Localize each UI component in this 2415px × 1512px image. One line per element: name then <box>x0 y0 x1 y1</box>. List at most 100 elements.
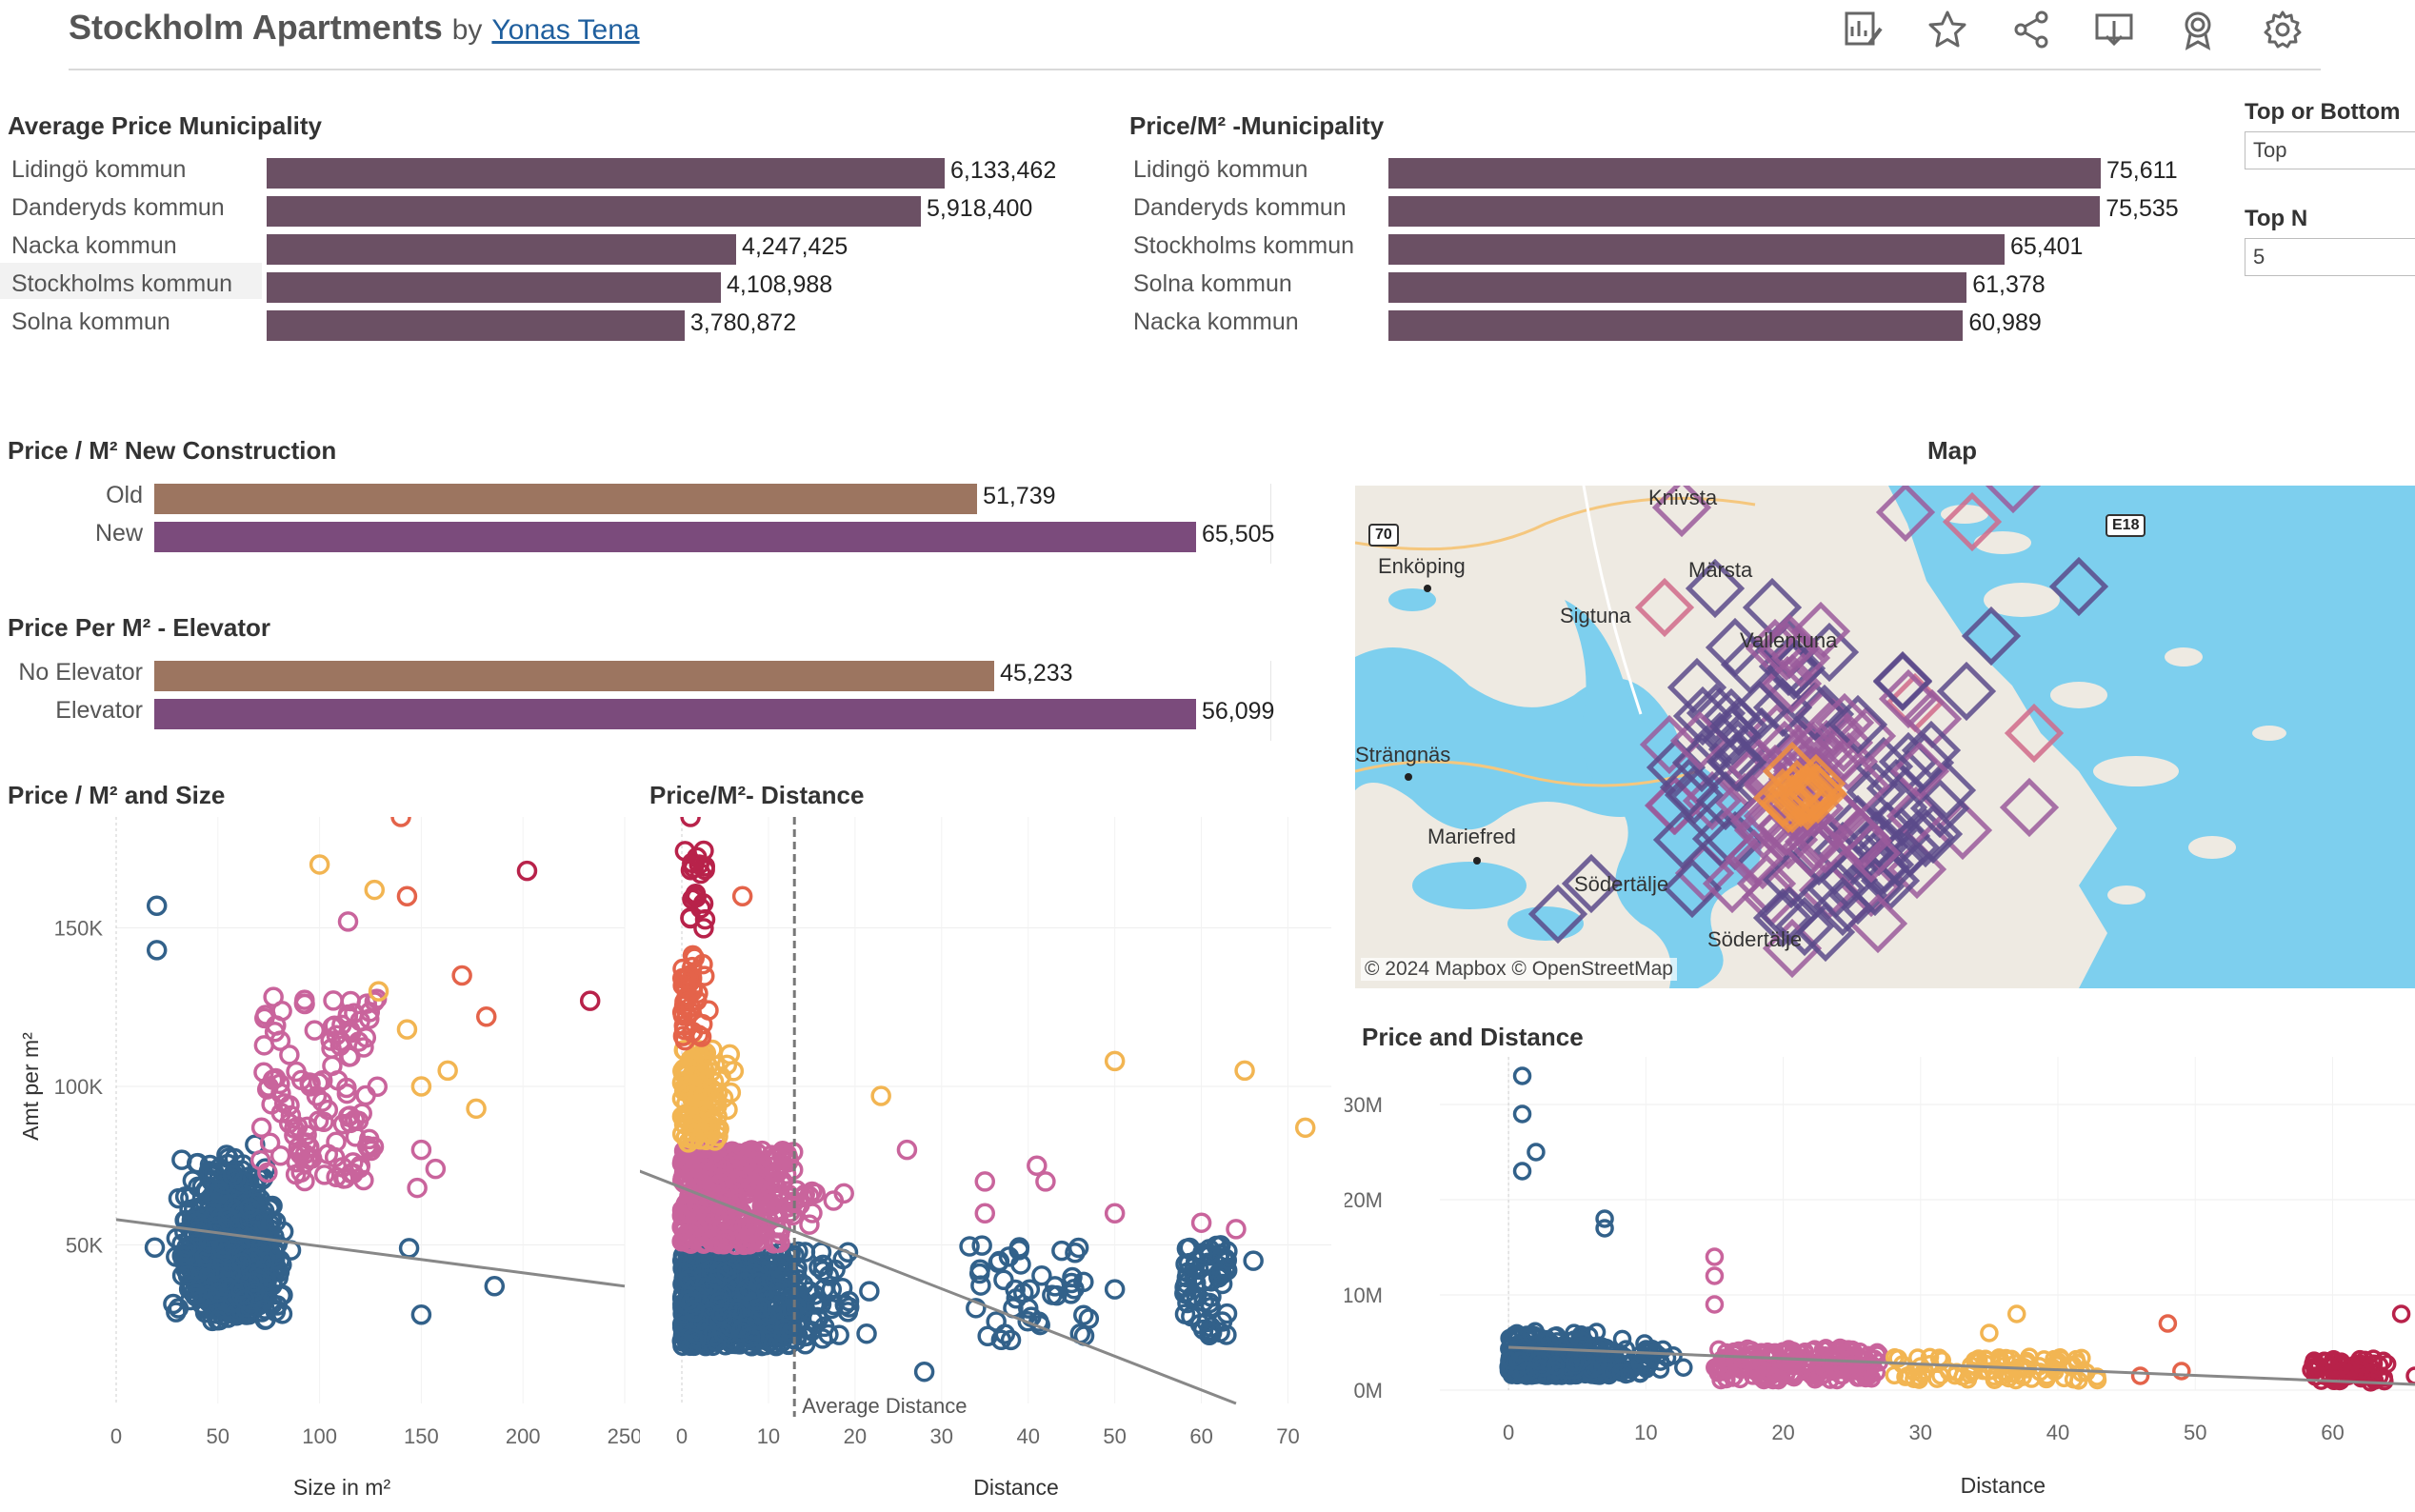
data-point <box>353 1037 374 1058</box>
topn-input[interactable]: 5 <box>2245 238 2415 276</box>
data-point <box>254 1299 275 1320</box>
data-point <box>425 1158 447 1180</box>
bar[interactable] <box>154 484 978 514</box>
map-marker[interactable] <box>2004 703 2065 764</box>
bar-label[interactable]: Solna kommun <box>1133 270 1292 297</box>
data-point <box>680 817 701 827</box>
data-point <box>1601 1363 1621 1383</box>
star-icon[interactable] <box>1926 8 1969 51</box>
data-point <box>250 1117 272 1138</box>
data-point <box>1508 1351 1528 1371</box>
map-marker[interactable] <box>1875 486 1936 543</box>
bar-label[interactable]: Danderyds kommun <box>11 194 225 221</box>
bar[interactable] <box>1388 234 2005 265</box>
top-bottom-select[interactable]: Top <box>2245 131 2415 169</box>
bar-label[interactable]: Nacka kommun <box>1133 308 1299 335</box>
data-point <box>793 1325 815 1347</box>
data-point <box>675 968 697 990</box>
map-marker[interactable] <box>1983 486 2044 514</box>
data-point <box>2071 1363 2091 1383</box>
data-point <box>828 1324 849 1345</box>
bar[interactable] <box>267 196 922 227</box>
download-icon[interactable] <box>2092 8 2136 51</box>
data-point <box>2172 1362 2191 1381</box>
badge-icon[interactable] <box>2176 8 2220 51</box>
data-point <box>679 1103 700 1124</box>
map-marker[interactable] <box>1961 606 2022 666</box>
place-vallentuna: Vallentuna <box>1740 628 1838 652</box>
x-tick-label: 30 <box>1909 1421 1932 1444</box>
x-tick-label: 60 <box>1189 1424 1212 1448</box>
bar-label[interactable]: Stockholms kommun <box>1133 232 1355 259</box>
bar-label[interactable]: No Elevator <box>18 659 143 686</box>
pen-chart-icon[interactable] <box>1841 8 1885 51</box>
city-dot <box>1424 585 1431 592</box>
bar-label[interactable]: Solna kommun <box>11 308 170 335</box>
data-point <box>255 1308 276 1330</box>
place-enkoping: Enköping <box>1378 554 1466 578</box>
data-point <box>799 1281 820 1302</box>
bar-label[interactable]: Old <box>106 482 143 508</box>
map-marker[interactable] <box>2048 556 2109 617</box>
avg-price-chart: Lidingö kommun 6,133,462 Danderyds kommun 5… <box>0 156 1143 348</box>
bar[interactable] <box>267 272 721 303</box>
bar[interactable] <box>154 661 995 691</box>
price-m2-muni-title: Price/M² -Municipality <box>1129 111 1385 140</box>
dashboard-header: Stockholm Apartments by Yonas Tena <box>0 0 2415 72</box>
bar-label[interactable]: Lidingö kommun <box>11 156 187 183</box>
share-icon[interactable] <box>2009 8 2053 51</box>
data-point <box>719 1044 741 1065</box>
data-point <box>1000 1329 1022 1351</box>
bar-value-label: 75,535 <box>2106 195 2179 222</box>
data-point <box>683 1301 705 1323</box>
data-point <box>1068 1237 1089 1259</box>
bar[interactable] <box>154 699 1196 729</box>
place-mariefred: Mariefred <box>1427 825 1516 848</box>
x-tick-label: 70 <box>1276 1424 1299 1448</box>
data-point <box>709 1291 730 1312</box>
trend-line <box>115 1218 626 1288</box>
data-point <box>674 1076 696 1097</box>
data-point <box>689 1040 709 1061</box>
bar-label[interactable]: Lidingö kommun <box>1133 156 1308 183</box>
map-marker[interactable] <box>1942 491 2003 552</box>
data-point <box>679 1203 701 1224</box>
author-link[interactable]: Yonas Tena <box>491 14 640 46</box>
bar[interactable] <box>267 158 945 189</box>
data-point <box>249 1149 271 1171</box>
data-point <box>786 1296 807 1318</box>
data-point <box>349 1155 371 1177</box>
bar-label[interactable]: New <box>94 520 143 547</box>
bar-label[interactable]: Stockholms kommun <box>11 270 233 297</box>
bar[interactable] <box>1388 196 2101 227</box>
map-marker[interactable] <box>1999 777 2060 838</box>
bar-label[interactable]: Danderyds kommun <box>1133 194 1347 221</box>
bar[interactable] <box>267 234 737 265</box>
data-point <box>360 1140 382 1162</box>
bar-value-label: 5,918,400 <box>927 195 1033 222</box>
bar[interactable] <box>1388 310 1964 341</box>
gear-icon[interactable] <box>2261 8 2305 51</box>
data-point <box>966 1298 987 1319</box>
data-point <box>396 1019 418 1040</box>
road-shield-70: 70 <box>1368 524 1399 547</box>
bar-label[interactable]: Elevator <box>55 697 143 724</box>
data-point <box>1815 1345 1835 1365</box>
data-point <box>220 1263 242 1284</box>
bar-label[interactable]: Nacka kommun <box>11 232 177 259</box>
trend-line <box>640 1169 1237 1405</box>
data-point <box>1973 1361 1992 1381</box>
bar[interactable] <box>267 310 685 341</box>
bar[interactable] <box>1388 158 2101 189</box>
bar-value-label: 6,133,462 <box>950 157 1057 184</box>
bar-value-label: 4,247,425 <box>742 233 848 260</box>
data-point <box>728 1143 749 1164</box>
bar[interactable] <box>1388 272 1967 303</box>
data-point <box>1019 1279 1041 1301</box>
data-point <box>1586 1345 1605 1364</box>
data-point <box>1885 1347 1905 1367</box>
bar[interactable] <box>154 522 1196 552</box>
map-view[interactable]: 70 E18 Knivsta Enköping Märsta Sigtuna V… <box>1355 486 2415 988</box>
y-tick-label: 100K <box>54 1075 104 1099</box>
new-construction-title: Price / M² New Construction <box>8 436 337 465</box>
